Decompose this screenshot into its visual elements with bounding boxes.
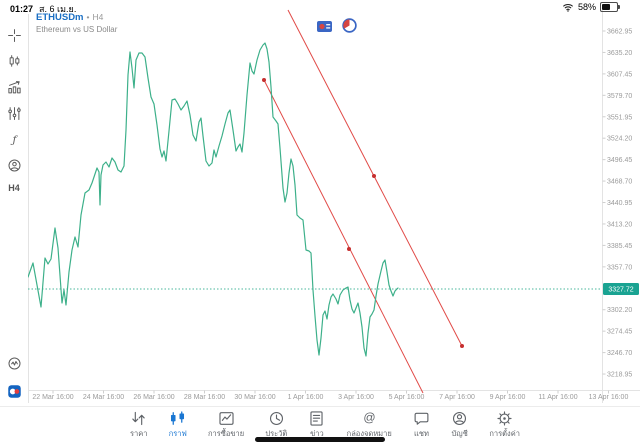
symbol-label[interactable]: ETHUSDm (36, 12, 84, 23)
x-axis-label: 22 Mar 16:00 (32, 394, 73, 401)
timeframe-button[interactable]: H4 (8, 183, 20, 193)
nav-label: บัญชี (451, 429, 468, 438)
x-axis-label: 3 Apr 16:00 (338, 394, 374, 401)
y-axis-label: 3524.20 (607, 136, 632, 143)
y-axis-label: 3635.20 (607, 50, 632, 57)
chat-bubble-icon (413, 410, 430, 427)
crosshair-icon[interactable] (0, 22, 28, 48)
battery-percent: 58% (577, 2, 596, 12)
svg-text:ƒ: ƒ (10, 132, 18, 145)
nav-mailbox[interactable]: @ กล่องจดหมาย (347, 410, 392, 440)
status-date: ส. 6 เม.ย. (39, 4, 77, 14)
x-axis-label: 5 Apr 16:00 (389, 394, 425, 401)
battery-fill (602, 4, 610, 10)
news-doc-icon (308, 410, 325, 427)
x-axis-label: 30 Mar 16:00 (234, 394, 275, 401)
y-axis-label: 3218.95 (607, 372, 632, 379)
y-axis-label: 3385.45 (607, 243, 632, 250)
nav-label: การซื้อขาย (208, 429, 245, 438)
x-axis-label: 9 Apr 16:00 (490, 394, 526, 401)
timeframe-label: H4 (92, 12, 104, 22)
svg-text:@: @ (363, 411, 375, 425)
symbol-description: Ethereum vs US Dollar (36, 24, 118, 34)
nav-history[interactable]: ประวัติ (265, 410, 287, 440)
current-price-value: 3327.72 (608, 287, 633, 294)
x-axis-label: 11 Apr 16:00 (538, 394, 577, 401)
x-axis-label: 26 Mar 16:00 (133, 394, 174, 401)
clock-time: 01:27 (10, 4, 34, 14)
nav-news[interactable]: ข่าว (308, 410, 325, 440)
nav-quotes[interactable]: ราคา (130, 410, 147, 440)
nav-charts[interactable]: กราฟ (169, 410, 187, 440)
y-axis-label: 3357.70 (607, 264, 632, 271)
y-axis-label: 3274.45 (607, 329, 632, 336)
y-axis-label: 3413.20 (607, 221, 632, 228)
chart-area[interactable] (28, 10, 602, 390)
x-axis-label: 13 Apr 16:00 (589, 394, 629, 401)
arrows-updown-icon (130, 410, 147, 427)
current-price-badge (603, 283, 639, 295)
y-axis-label: 3579.70 (607, 93, 632, 100)
account-icon (451, 410, 468, 427)
symbol-separator: • (86, 12, 90, 22)
wifi-icon (562, 2, 574, 12)
x-axis-label: 7 Apr 16:00 (439, 394, 475, 401)
y-axis-label: 3551.95 (607, 114, 632, 121)
gear-icon (496, 410, 513, 427)
y-axis-label: 3468.70 (607, 179, 632, 186)
clock-icon (268, 410, 285, 427)
objects-icon[interactable] (0, 100, 28, 126)
nav-label: แชท (414, 429, 429, 438)
x-axis-label: 1 Apr 16:00 (288, 394, 324, 401)
nav-label: การตั้งค่า (489, 429, 520, 438)
nav-trade[interactable]: การซื้อขาย (208, 410, 244, 440)
y-axis-label: 3302.20 (607, 307, 632, 314)
nav-chat[interactable]: แชท (413, 410, 430, 440)
nav-label: กล่องจดหมาย (346, 429, 392, 438)
app-logo-icon[interactable] (0, 378, 28, 404)
y-axis-label: 3662.95 (607, 29, 632, 36)
y-axis-label: 3440.95 (607, 200, 632, 207)
trade-chart-icon (218, 410, 235, 427)
function-icon[interactable]: ƒ (0, 126, 28, 152)
candles-nav-icon (169, 410, 186, 427)
y-axis-label: 3246.70 (607, 350, 632, 357)
nav-account[interactable]: บัญชี (451, 410, 468, 440)
candlesticks-icon[interactable] (0, 48, 28, 74)
battery-icon (600, 2, 620, 12)
pulse-clock-icon[interactable] (0, 350, 28, 376)
nav-label: ประวัติ (265, 429, 288, 438)
x-axis-label: 24 Mar 16:00 (83, 394, 124, 401)
nav-label: กราฟ (168, 429, 187, 438)
x-axis-label: 28 Mar 16:00 (184, 394, 225, 401)
nav-label: ราคา (130, 429, 148, 438)
y-axis-label: 3607.45 (607, 71, 632, 78)
nav-settings[interactable]: การตั้งค่า (489, 410, 520, 440)
chart-toolbar: ƒ H4 (0, 14, 28, 406)
trader-icon[interactable] (0, 152, 28, 178)
y-axis-label: 3496.45 (607, 157, 632, 164)
status-bar: 01:27 ส. 6 เม.ย. 58% (0, 0, 640, 14)
at-icon: @ (361, 410, 378, 427)
home-indicator[interactable] (255, 437, 385, 442)
session-pie-icon[interactable] (342, 18, 357, 33)
indicators-icon[interactable] (0, 74, 28, 100)
chart-header[interactable]: ETHUSDm • H4 Ethereum vs US Dollar (36, 12, 118, 34)
news-flag-icon[interactable] (317, 21, 332, 32)
nav-label: ข่าว (310, 429, 324, 438)
